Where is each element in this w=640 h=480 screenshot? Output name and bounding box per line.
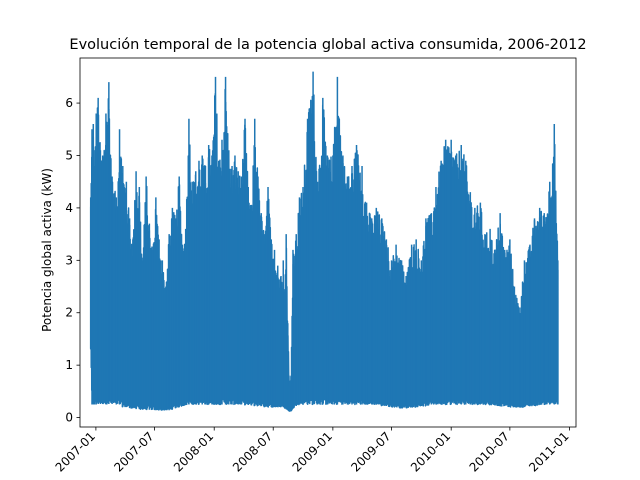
y-tick-label: 1 [65,358,73,372]
y-tick-label: 6 [65,96,73,110]
x-tick-label: 2009-01 [290,429,335,474]
y-tick-label: 0 [65,411,73,425]
x-tick-label: 2008-01 [171,429,216,474]
y-tick-label: 2 [65,306,73,320]
y-tick-label: 3 [65,253,73,267]
x-tick-label: 2011-01 [526,429,571,474]
y-tick-label: 4 [65,201,73,215]
series-line [89,88,559,412]
x-tick-label: 2010-07 [467,429,512,474]
plot-frame [79,57,577,428]
y-tick-label: 5 [65,148,73,162]
x-tick-label: 2009-07 [348,429,393,474]
x-tick-label: 2007-07 [111,429,156,474]
x-tick-label: 2007-01 [53,429,98,474]
x-tick-label: 2010-01 [408,429,453,474]
x-tick-label: 2008-07 [230,429,275,474]
plot-area: 0 1 2 3 4 5 6 2007-01 2007-07 2008-01 2008-07 2009-… [53,57,577,475]
y-axis-label: Potencia global activa (kW) [40,168,54,332]
chart-title: Evolución temporal de la potencia global… [69,37,586,53]
